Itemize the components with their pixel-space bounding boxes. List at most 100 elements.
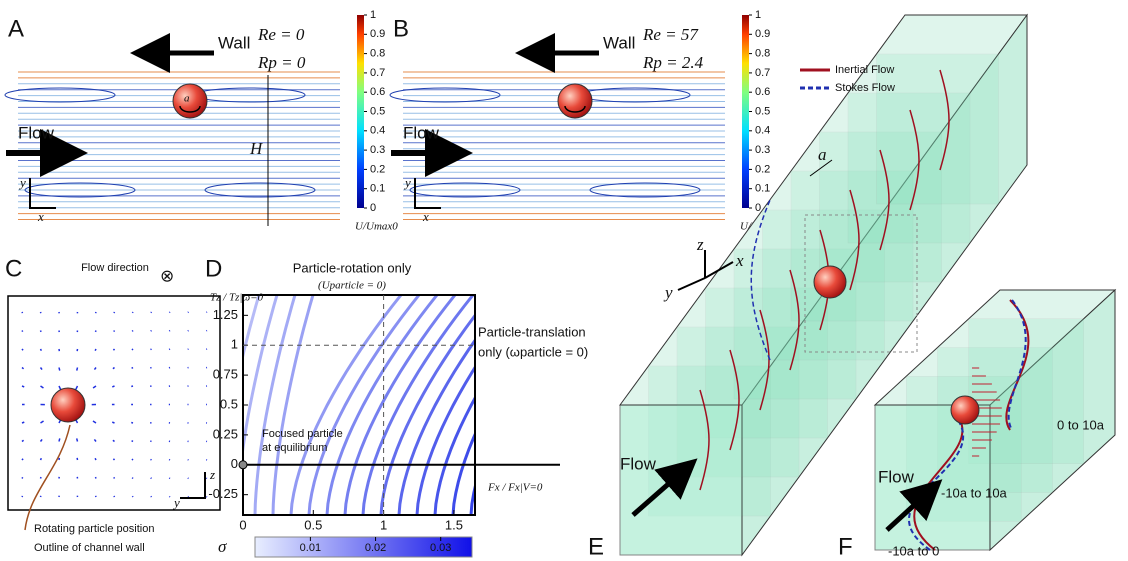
equilibrium <box>239 461 247 469</box>
velocity-vector <box>77 438 78 441</box>
label: 0.9 <box>370 28 385 40</box>
label: 0.75 <box>213 367 238 382</box>
axes <box>30 178 56 208</box>
pointer <box>25 425 70 530</box>
velocity-vector <box>95 477 96 478</box>
particle <box>951 396 979 424</box>
label: 0.4 <box>755 125 770 137</box>
velocity-vector <box>93 421 96 423</box>
label: 0.01 <box>300 542 321 554</box>
velocity-vector <box>114 331 115 332</box>
velocity-vector <box>113 459 114 460</box>
velocity-vector <box>95 331 96 332</box>
label: -10a to 0 <box>888 543 939 558</box>
velocity-vector <box>114 312 115 313</box>
velocity-vector <box>169 478 170 479</box>
label: Stokes Flow <box>835 82 895 94</box>
label: Inertial Flow <box>835 64 894 76</box>
label: Rp = 0 <box>257 53 306 72</box>
velocity-vector <box>41 477 42 478</box>
label: E <box>588 533 604 560</box>
label: a <box>184 93 190 105</box>
label: H <box>249 139 264 158</box>
axes <box>415 178 441 208</box>
velocity-vector <box>113 349 114 350</box>
velocity-vector <box>150 459 151 460</box>
velocity-vector <box>59 368 60 371</box>
velocity-vector <box>112 386 114 387</box>
label: 0.8 <box>755 48 770 60</box>
colorbar <box>742 15 749 208</box>
label: 0.6 <box>755 86 770 98</box>
velocity-vector <box>22 477 23 478</box>
velocity-vector <box>93 386 96 388</box>
label: -0.25 <box>208 486 238 501</box>
label: Flow direction <box>81 262 149 274</box>
label: 0.8 <box>370 48 385 60</box>
label: 0.9 <box>755 28 770 40</box>
label: Re = 0 <box>257 25 305 44</box>
velocity-vector <box>41 439 43 441</box>
label: 0.5 <box>304 517 322 532</box>
velocity-vector <box>150 368 151 369</box>
velocity-vector <box>151 312 152 313</box>
velocity-vector <box>22 386 24 387</box>
label: Flow <box>18 123 55 142</box>
velocity-vector <box>151 331 152 332</box>
velocity-vector <box>41 386 44 388</box>
velocity-vector <box>77 368 78 371</box>
label: Focused particle <box>262 428 343 440</box>
velocity-vector <box>151 349 152 350</box>
velocity-vector <box>132 349 133 350</box>
content: AWallRe = 0Rp = 0FlowHayx10.90.80.70.60.… <box>5 9 1115 560</box>
label: 0 <box>231 456 238 471</box>
label: 0.02 <box>365 542 386 554</box>
slice <box>877 54 999 204</box>
label: ⊗ <box>160 266 174 285</box>
label: 0 to 10a <box>1057 417 1105 432</box>
velocity-vector <box>59 438 60 441</box>
label: Wall <box>218 33 250 52</box>
label: Flow <box>403 123 440 142</box>
label: 1.25 <box>213 307 238 322</box>
velocity-vector <box>22 496 23 497</box>
label: y <box>18 175 26 190</box>
velocity-vector <box>150 441 151 442</box>
velocity-vector <box>169 312 170 313</box>
label: y <box>663 283 673 302</box>
label: 0.5 <box>755 105 770 117</box>
contour <box>183 295 223 515</box>
label: Fx / Fx|V=0 <box>487 482 543 494</box>
label: 1 <box>380 517 387 532</box>
velocity-vector <box>132 331 133 332</box>
velocity-vector <box>95 349 96 351</box>
velocity-vector <box>22 422 24 423</box>
label: x <box>37 209 44 224</box>
label: 0.2 <box>755 163 770 175</box>
label: 1 <box>370 9 376 21</box>
label: 0.4 <box>370 125 385 137</box>
label: Tz / Tz|ω=0 <box>210 292 264 304</box>
label: 0.03 <box>430 542 451 554</box>
label: Re = 57 <box>642 25 699 44</box>
velocity-vector <box>169 331 170 332</box>
label: U/Umax0 <box>355 221 398 233</box>
velocity-vector <box>22 440 24 441</box>
label: Flow <box>878 467 915 486</box>
velocity-vector <box>114 477 115 478</box>
label: 1 <box>755 9 761 21</box>
velocity-vector <box>112 422 114 423</box>
velocity-vector <box>132 312 133 313</box>
label: 0.7 <box>755 67 770 79</box>
label: 0.6 <box>370 86 385 98</box>
velocity-vector <box>113 368 115 369</box>
label: y <box>172 495 180 510</box>
velocity-vector <box>22 368 24 369</box>
label: 1 <box>231 337 238 352</box>
label: 0.1 <box>755 183 770 195</box>
velocity-vector <box>41 349 42 351</box>
label: a <box>818 145 827 164</box>
velocity-vector <box>113 440 115 441</box>
velocity-vector <box>132 368 133 369</box>
label: F <box>838 533 853 560</box>
